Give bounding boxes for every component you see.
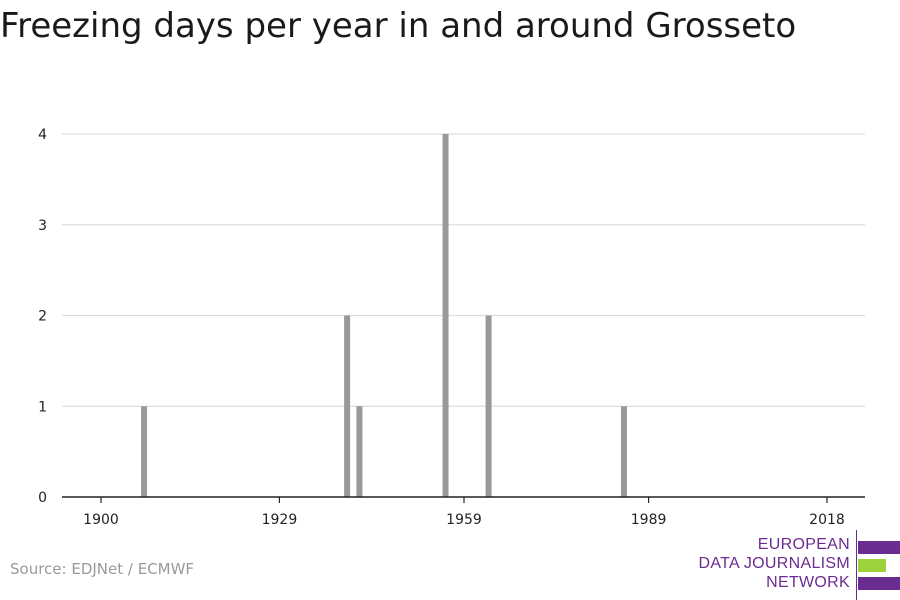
gridlines bbox=[62, 133, 865, 407]
x-tick-label: 1900 bbox=[83, 512, 119, 528]
bars bbox=[141, 134, 627, 497]
chart-title: Freezing days per year in and around Gro… bbox=[0, 6, 797, 46]
y-tick-label: 3 bbox=[38, 218, 47, 234]
y-tick-label: 4 bbox=[38, 127, 47, 143]
logo-bar-bottom bbox=[858, 577, 900, 590]
x-tick-label: 1929 bbox=[262, 512, 298, 528]
x-axis-ticks: 1900 1929 1959 1989 2018 bbox=[83, 497, 845, 528]
y-tick-label: 0 bbox=[38, 490, 47, 506]
bar-1963 bbox=[485, 315, 492, 497]
logo-text-line-2: DATA JOURNALISM bbox=[698, 555, 850, 572]
logo-bar-middle bbox=[858, 559, 886, 572]
source-note: Source: EDJNet / ECMWF bbox=[10, 560, 195, 578]
y-tick-label: 1 bbox=[38, 399, 47, 415]
bar-1940 bbox=[344, 315, 351, 497]
bar-1956 bbox=[442, 134, 449, 497]
x-tick-label: 1989 bbox=[631, 512, 667, 528]
logo-text-line-1: EUROPEAN bbox=[757, 536, 850, 553]
bar-chart: 1900 1929 1959 1989 2018 0 1 2 3 4 bbox=[38, 127, 865, 528]
edjnet-logo: EUROPEAN DATA JOURNALISM NETWORK bbox=[680, 530, 900, 600]
bar-1942 bbox=[356, 406, 363, 497]
x-tick-label: 1959 bbox=[446, 512, 482, 528]
y-axis-ticks: 0 1 2 3 4 bbox=[38, 127, 47, 506]
y-tick-label: 2 bbox=[38, 309, 47, 325]
bar-1907 bbox=[141, 406, 148, 497]
logo-text-line-3: NETWORK bbox=[766, 574, 850, 591]
bar-1985 bbox=[620, 406, 627, 497]
x-tick-label: 2018 bbox=[809, 512, 845, 528]
logo-divider bbox=[856, 530, 857, 600]
logo-bar-top bbox=[858, 541, 900, 554]
